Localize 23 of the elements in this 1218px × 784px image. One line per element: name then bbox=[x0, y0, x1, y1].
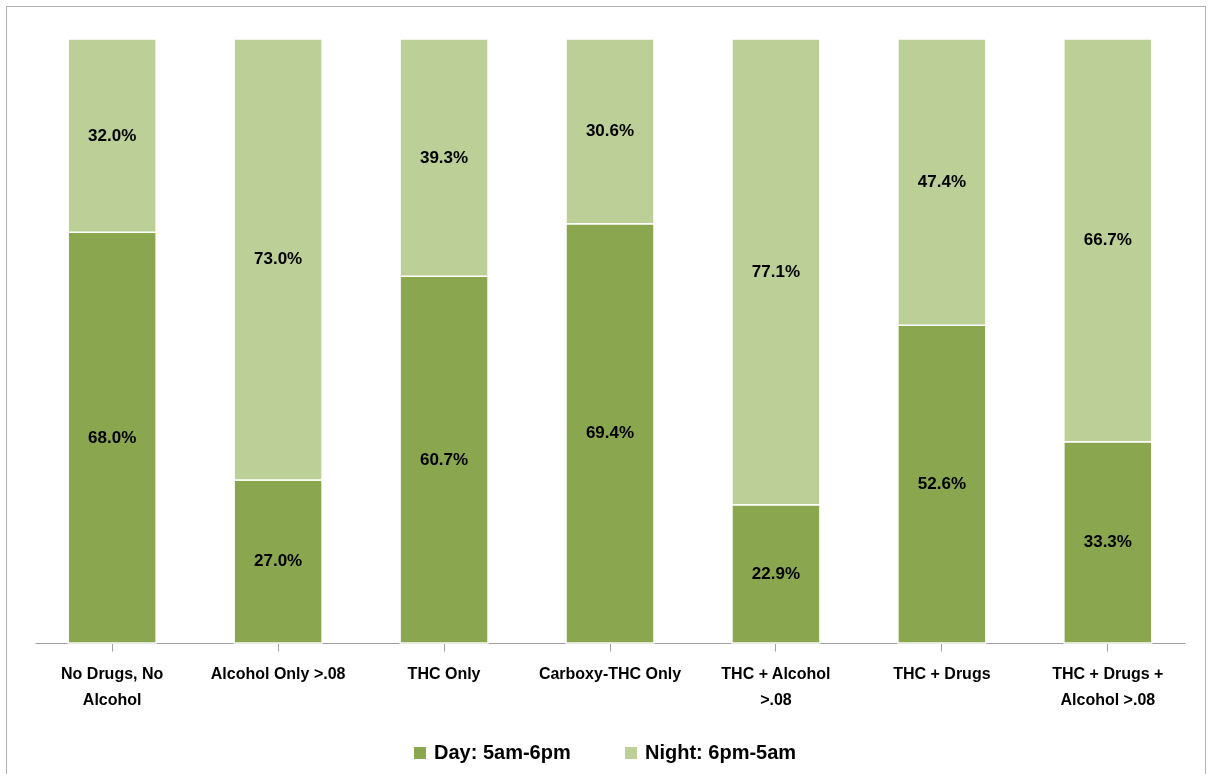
data-label: 66.7% bbox=[1083, 230, 1132, 250]
x-tick-label: THC + Alcohol >.08 bbox=[721, 664, 831, 708]
data-label: 22.9% bbox=[751, 563, 801, 583]
legend-label: Night: 6pm-5am bbox=[645, 741, 797, 763]
data-label: 39.3% bbox=[419, 147, 469, 167]
data-label: 30.6% bbox=[585, 121, 635, 141]
x-tick-label: THC Only bbox=[407, 664, 481, 682]
data-label: 77.1% bbox=[751, 261, 801, 281]
x-tick-label: THC + Drugs + Alcohol >.08 bbox=[1052, 664, 1164, 708]
x-tick-label: Carboxy-THC Only bbox=[538, 664, 682, 682]
data-label: 69.4% bbox=[585, 423, 635, 443]
legend-label: Day: 5am-6pm bbox=[434, 741, 571, 763]
data-label: 32.0% bbox=[88, 125, 137, 145]
data-label: 60.7% bbox=[419, 449, 469, 469]
data-label: 47.4% bbox=[917, 172, 966, 192]
x-tick-label: THC + Drugs bbox=[893, 664, 991, 682]
x-tick-label: No Drugs, No Alcohol bbox=[61, 664, 164, 708]
x-tick-label: Alcohol Only >.08 bbox=[210, 664, 346, 682]
data-label: 33.3% bbox=[1083, 532, 1132, 552]
data-label: 52.6% bbox=[917, 474, 966, 494]
data-label: 73.0% bbox=[254, 249, 303, 269]
data-label: 27.0% bbox=[254, 551, 303, 571]
data-label: 68.0% bbox=[88, 427, 137, 447]
